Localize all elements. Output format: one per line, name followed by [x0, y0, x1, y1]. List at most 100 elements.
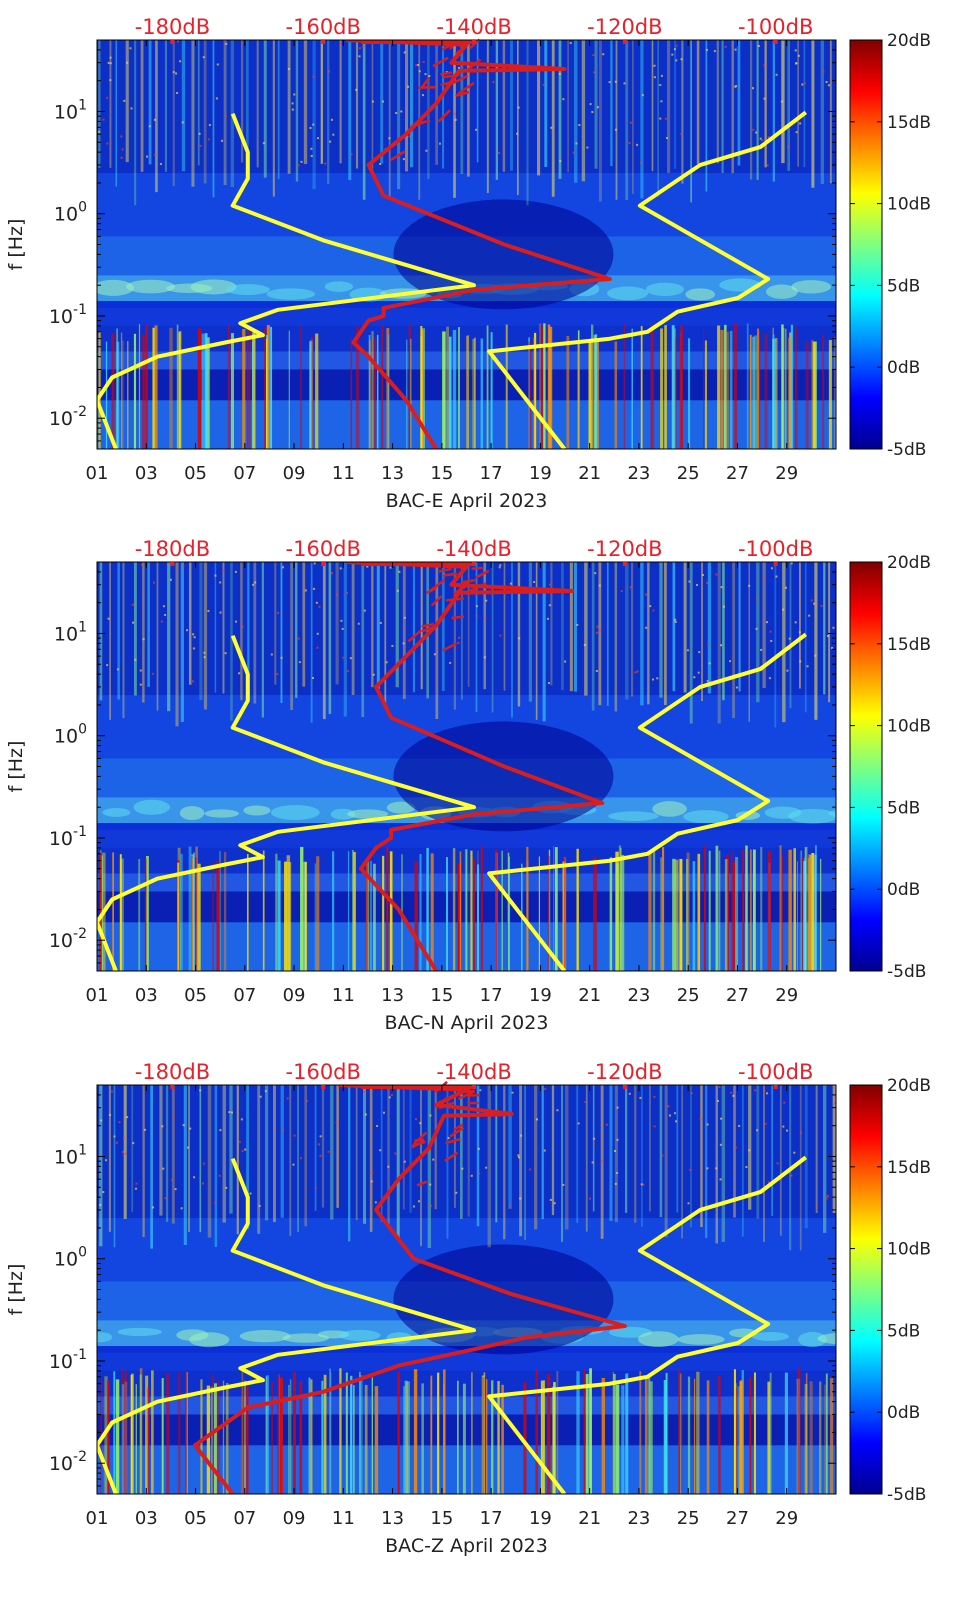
transient-bar	[459, 851, 462, 971]
daily-streak	[183, 1085, 187, 1245]
transient-bar	[830, 1378, 834, 1494]
transient-bar	[764, 333, 768, 449]
transient-bar	[368, 334, 371, 449]
transient-bar	[800, 850, 802, 971]
daily-streak	[460, 1085, 463, 1219]
colorbar-tick-label: 5dB	[887, 276, 920, 296]
noise-speck	[697, 671, 700, 674]
noise-speck	[718, 1086, 721, 1089]
transient-bar	[355, 326, 360, 449]
top-db-tick	[170, 562, 175, 566]
noise-speck	[193, 636, 196, 639]
transient-bar	[820, 858, 822, 971]
noise-speck	[498, 566, 501, 569]
noise-speck	[729, 660, 732, 663]
daily-streak	[320, 40, 323, 164]
transient-bar	[660, 857, 663, 971]
daily-streak	[380, 40, 384, 164]
transient-bar	[566, 335, 570, 449]
noise-speck	[577, 1122, 580, 1125]
x-tick-label: 21	[578, 1508, 601, 1529]
noise-speck	[659, 84, 662, 87]
microseism-patch	[225, 284, 270, 296]
noise-speck	[673, 48, 676, 51]
noise-speck	[432, 1158, 435, 1161]
noise-speck	[98, 130, 101, 133]
daily-streak	[442, 40, 445, 169]
daily-streak	[335, 562, 339, 685]
noise-speck	[270, 653, 273, 656]
transient-bar	[805, 1373, 808, 1494]
transient-bar	[382, 855, 385, 971]
noise-speck	[614, 80, 617, 83]
noise-speck	[544, 1088, 547, 1091]
daily-streak	[502, 40, 506, 172]
daily-streak	[402, 1085, 405, 1210]
colorbar-tick-label: 20dB	[887, 1076, 931, 1096]
noise-speck	[400, 110, 403, 113]
transient-bar	[315, 333, 319, 449]
noise-speck	[340, 619, 343, 622]
noise-speck	[418, 70, 421, 73]
noise-speck	[732, 1094, 735, 1097]
noise-speck	[667, 1105, 670, 1108]
noise-speck	[151, 672, 154, 675]
x-tick-label: 11	[332, 985, 355, 1006]
noise-speck	[379, 1149, 382, 1152]
median-psd-jitter	[410, 121, 425, 129]
transient-bar	[785, 328, 787, 449]
microseism-patch	[386, 801, 416, 814]
transient-bar	[615, 1384, 620, 1494]
noise-speck	[457, 66, 460, 69]
noise-speck	[330, 118, 333, 121]
transient-bar	[543, 1380, 545, 1494]
daily-streak	[246, 1085, 250, 1230]
daily-streak	[648, 1085, 651, 1212]
daily-streak	[585, 1085, 588, 1232]
transient-bar	[746, 323, 749, 449]
daily-streak	[274, 562, 277, 685]
microseism-patch	[606, 286, 649, 301]
daily-streak	[371, 562, 374, 688]
transient-bar	[115, 1379, 120, 1494]
daily-streak	[172, 40, 175, 187]
noise-speck	[767, 136, 770, 139]
noise-speck	[134, 658, 137, 661]
daily-streak	[348, 40, 352, 181]
x-tick-label: 03	[135, 463, 158, 484]
colorbar: -5dB 0dB 5dB 10dB 15dB 20dB	[849, 1076, 931, 1505]
transient-bar	[729, 330, 733, 449]
x-tick-label: 05	[184, 463, 207, 484]
transient-bar	[216, 861, 220, 971]
microseism-patch	[126, 279, 175, 294]
transient-bar	[120, 332, 123, 449]
noise-speck	[102, 1191, 105, 1194]
x-tick-label: 19	[529, 985, 552, 1006]
noise-speck	[327, 1150, 330, 1153]
noise-speck	[363, 1090, 366, 1093]
transient-bar	[316, 856, 320, 971]
transient-bar	[145, 324, 148, 449]
transient-bar	[672, 858, 676, 971]
noise-speck	[457, 641, 460, 644]
daily-streak	[476, 40, 479, 163]
noise-speck	[182, 565, 185, 568]
noise-speck	[820, 604, 823, 607]
noise-speck	[214, 1201, 217, 1204]
daily-streak	[273, 1085, 276, 1223]
daily-streak	[207, 1085, 212, 1238]
noise-speck	[734, 48, 737, 51]
noise-speck	[120, 156, 123, 159]
noise-speck	[578, 124, 581, 127]
noise-speck	[293, 1134, 296, 1137]
noise-speck	[428, 75, 431, 78]
noise-speck	[115, 1141, 118, 1144]
noise-speck	[660, 100, 663, 103]
transient-bar	[472, 338, 476, 449]
noise-speck	[707, 643, 710, 646]
transient-bar	[662, 847, 665, 971]
daily-streak	[630, 562, 634, 697]
transient-bar	[419, 853, 422, 971]
noise-speck	[669, 1114, 672, 1117]
noise-speck	[135, 1182, 138, 1185]
